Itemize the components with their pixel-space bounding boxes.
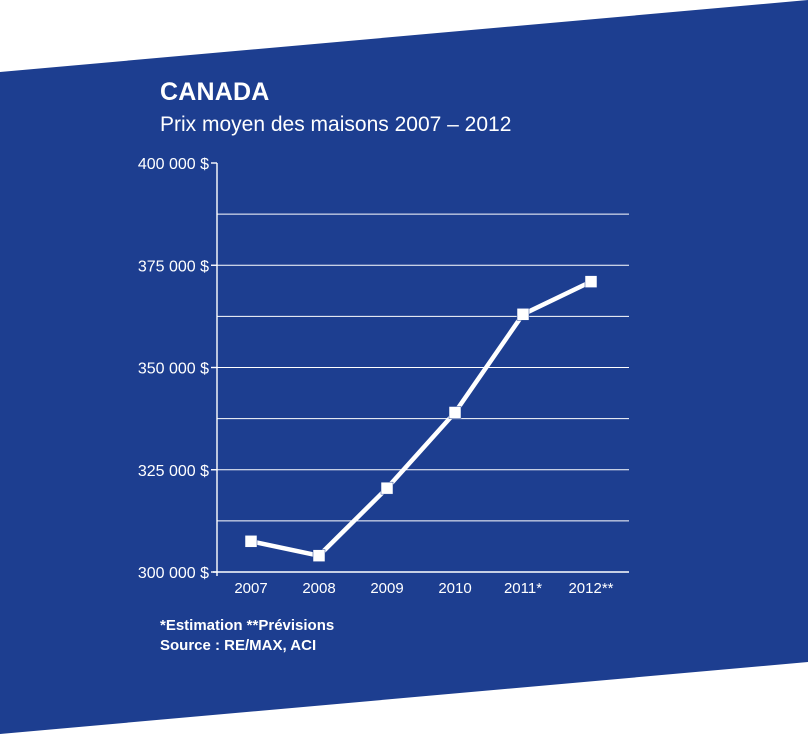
y-tick-label-2: 350 000 $ (138, 361, 209, 378)
series-group (244, 275, 598, 562)
x-tick-label-5: 2012** (568, 580, 613, 597)
y-tick-labels: 300 000 $ 325 000 $ 350 000 $ 375 000 $ 400 … (138, 156, 209, 582)
x-tick-label-1: 2008 (302, 580, 335, 597)
gridlines (217, 213, 629, 522)
y-tick-label-0: 300 000 $ (138, 565, 209, 582)
y-tick-label-4: 400 000 $ (138, 156, 209, 173)
data-point-2011 (516, 308, 530, 321)
x-tick-label-3: 2010 (438, 580, 471, 597)
y-tick-label-3: 375 000 $ (138, 258, 209, 275)
data-point-2008 (312, 549, 326, 562)
data-point-2007 (244, 535, 258, 548)
x-tick-label-2: 2009 (370, 580, 403, 597)
data-point-2012 (584, 275, 598, 288)
x-tick-label-4: 2011* (504, 580, 542, 597)
data-point-2009 (380, 481, 394, 495)
footnote-source: Source : RE/MAX, ACI (160, 637, 317, 654)
chart-subtitle: Prix moyen des maisons 2007 – 2012 (160, 113, 512, 136)
axes (211, 162, 629, 576)
data-point-2010 (448, 406, 462, 419)
x-tick-label-0: 2007 (234, 580, 267, 597)
y-tick-label-1: 325 000 $ (138, 463, 209, 480)
chart-title: CANADA (160, 78, 270, 106)
footnote-estimation: *Estimation **Prévisions (160, 617, 335, 634)
x-tick-labels: 2007 2008 2009 2010 2011* 2012** (234, 580, 613, 597)
series-line-0 (250, 279, 592, 558)
